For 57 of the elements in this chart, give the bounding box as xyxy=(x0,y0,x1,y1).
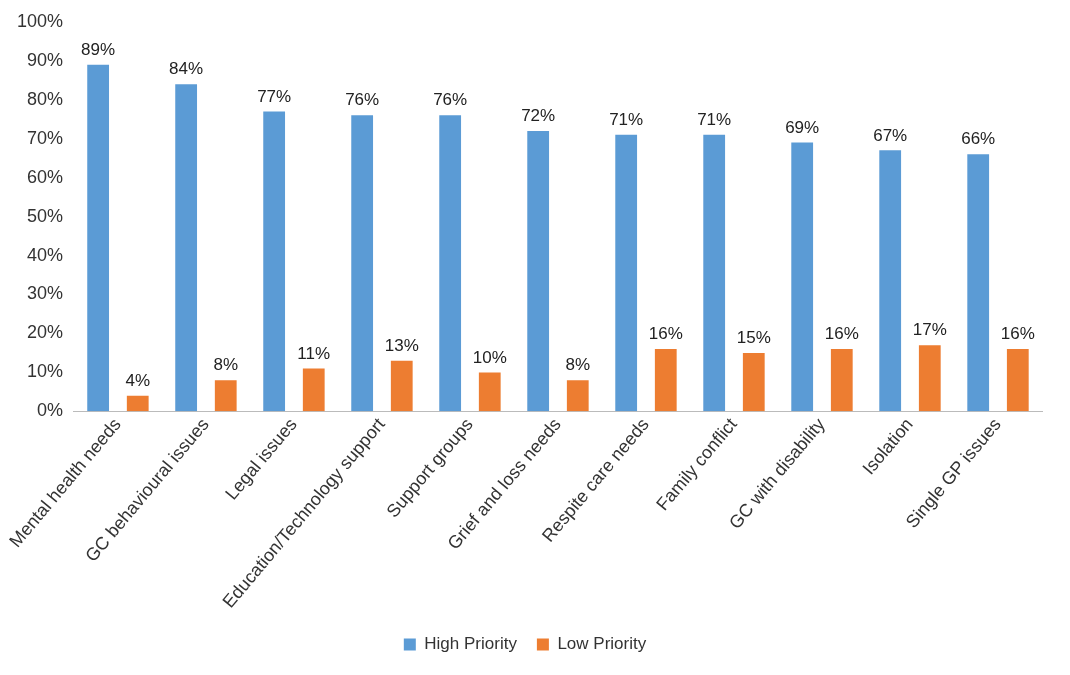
bar xyxy=(967,154,990,412)
data-label: 66% xyxy=(961,129,996,149)
data-label: 11% xyxy=(297,343,331,363)
data-label: 71% xyxy=(697,109,732,129)
data-label: 16% xyxy=(824,324,859,344)
y-tick-label: 10% xyxy=(26,361,63,382)
y-tick-label: 70% xyxy=(26,127,63,148)
bar xyxy=(302,368,325,412)
y-tick-label: 20% xyxy=(26,322,63,343)
data-label: 17% xyxy=(912,320,947,340)
y-tick-label: 0% xyxy=(36,400,63,421)
y-tick-label: 40% xyxy=(26,244,63,265)
bar xyxy=(791,142,814,412)
y-tick-label: 90% xyxy=(26,49,63,70)
y-tick-label: 50% xyxy=(26,205,63,226)
data-label: 77% xyxy=(257,86,292,106)
data-label: 4% xyxy=(125,370,151,390)
data-label: 69% xyxy=(785,117,820,137)
bar xyxy=(87,64,110,412)
bar xyxy=(527,130,550,412)
data-label: 76% xyxy=(345,90,380,110)
y-tick-label: 60% xyxy=(26,166,63,187)
y-tick-label: 30% xyxy=(26,283,63,304)
data-label: 15% xyxy=(736,328,771,348)
y-tick-label: 100% xyxy=(16,10,63,31)
bar xyxy=(654,349,677,412)
bar xyxy=(351,115,374,412)
bar xyxy=(390,360,413,412)
bar xyxy=(175,84,198,412)
bar xyxy=(615,134,638,412)
bar xyxy=(879,150,902,412)
bar xyxy=(742,352,765,412)
bar xyxy=(263,111,286,412)
data-label: 8% xyxy=(213,355,239,375)
data-label: 10% xyxy=(472,347,507,367)
bar xyxy=(703,134,726,412)
bar xyxy=(830,349,853,412)
bar xyxy=(214,380,237,412)
bar xyxy=(439,115,462,412)
data-label: 72% xyxy=(521,106,556,126)
data-label: 67% xyxy=(873,125,908,145)
data-label: 89% xyxy=(81,39,116,59)
legend-label: Low Priority xyxy=(557,634,647,654)
data-label: 76% xyxy=(433,90,468,110)
bar xyxy=(566,380,589,412)
bar xyxy=(478,372,501,412)
bar xyxy=(1006,349,1029,412)
data-label: 8% xyxy=(565,355,591,375)
data-label: 71% xyxy=(609,109,644,129)
data-label: 16% xyxy=(648,324,683,344)
legend-label: High Priority xyxy=(424,634,518,654)
bar xyxy=(918,345,941,412)
bar xyxy=(126,395,149,412)
data-label: 13% xyxy=(384,335,419,355)
data-label: 16% xyxy=(1000,324,1035,344)
data-label: 84% xyxy=(169,59,204,79)
y-tick-label: 80% xyxy=(26,88,63,109)
